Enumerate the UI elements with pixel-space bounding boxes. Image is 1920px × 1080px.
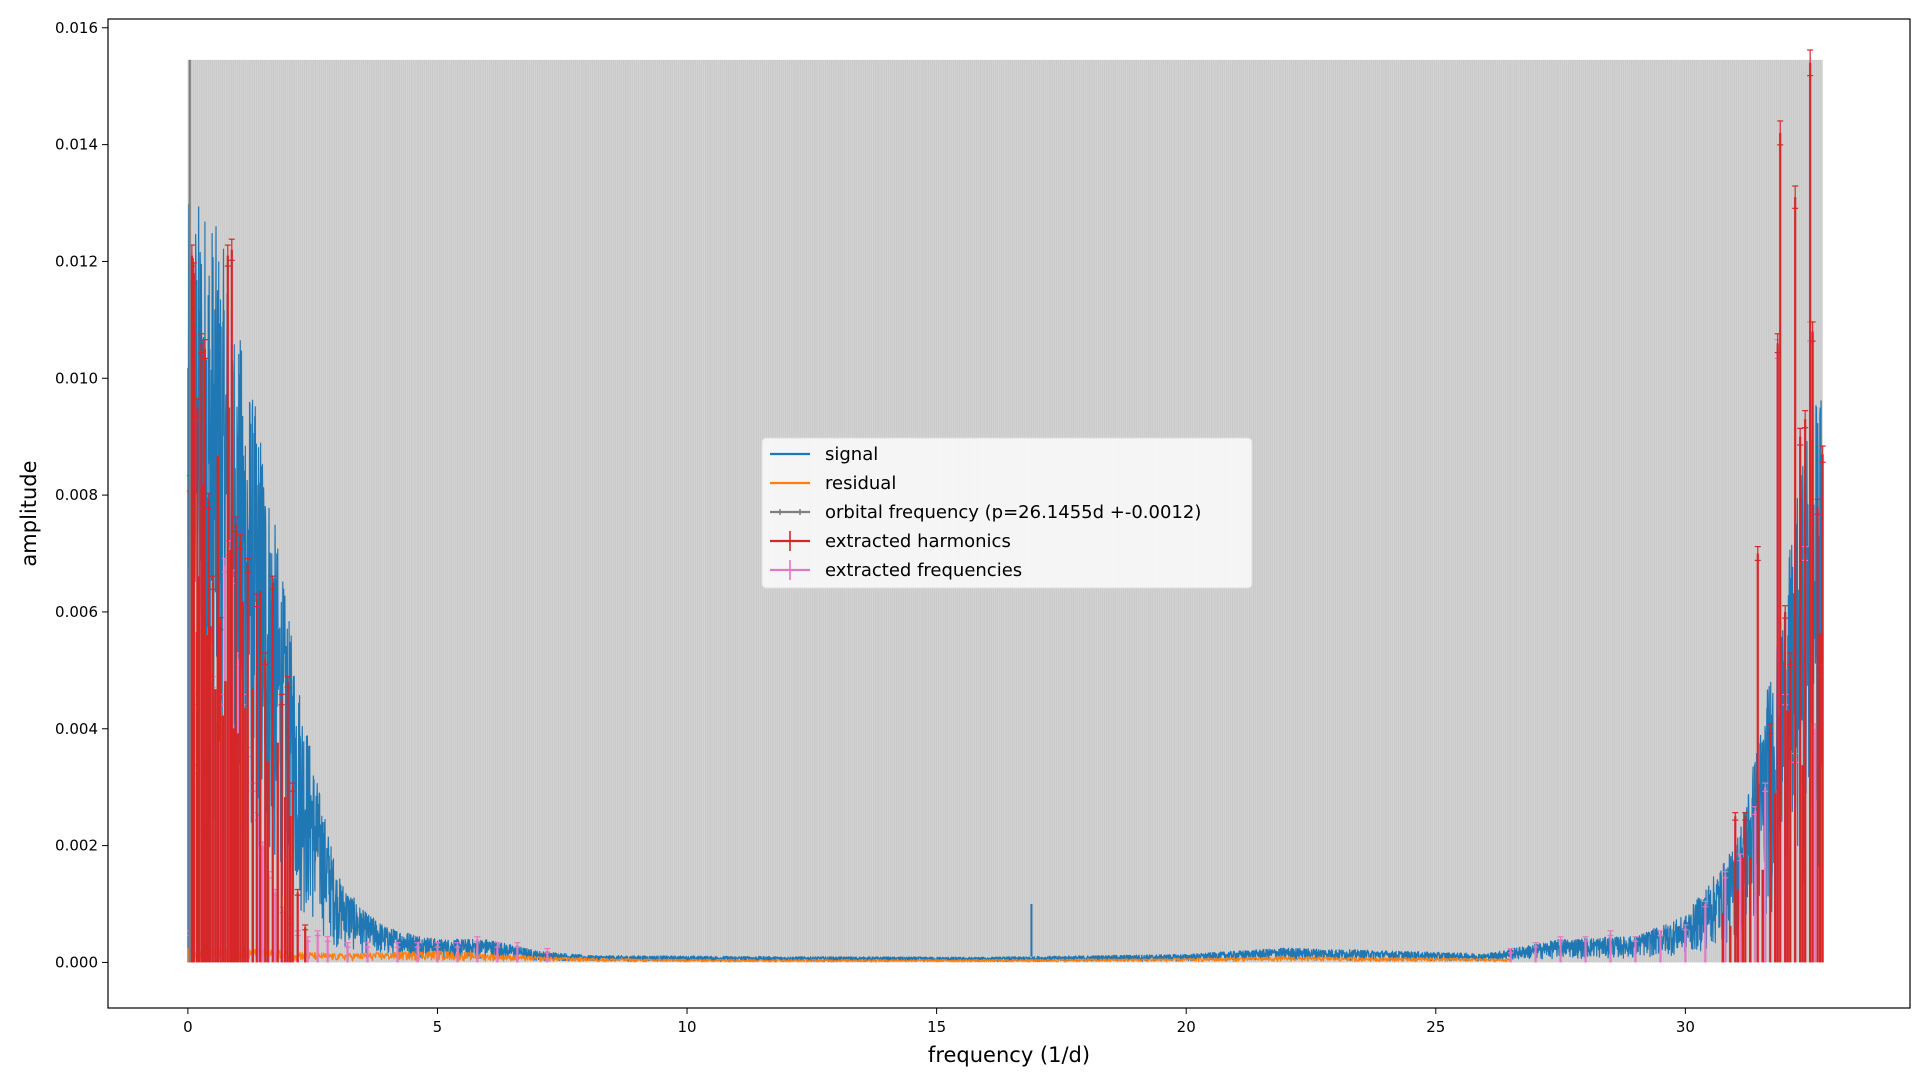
- signal-series: [187, 203, 1824, 963]
- legend-entry-residual: residual: [825, 473, 896, 494]
- x-tick-label: 0: [183, 1018, 193, 1036]
- frequency-mark-41: [1632, 936, 1639, 963]
- harmonic-mark-12: [237, 534, 244, 963]
- harmonic-mark-20: [294, 888, 301, 963]
- legend-entry-extracted-harmonics: extracted harmonics: [825, 531, 1011, 552]
- frequency-mark-24: [314, 930, 321, 963]
- harmonic-mark-10: [228, 238, 235, 963]
- harmonic-mark-22: [1732, 812, 1739, 963]
- harmonic-mark-31: [1797, 427, 1804, 963]
- legend-entry-extracted-frequencies: extracted frequencies: [825, 560, 1022, 581]
- harmonic-mark-15: [262, 652, 269, 963]
- y-tick-label: 0.006: [55, 603, 98, 621]
- frequency-mark-25: [324, 936, 331, 963]
- harmonic-mark-30: [1792, 185, 1799, 963]
- x-tick-label: 10: [677, 1018, 696, 1036]
- y-tick-label: 0.010: [55, 369, 98, 387]
- x-tick-label: 5: [433, 1018, 443, 1036]
- y-tick-label: 0.000: [55, 953, 98, 971]
- harmonic-mark-8: [217, 616, 224, 963]
- harmonic-mark-13: [244, 557, 251, 963]
- harmonic-mark-16: [269, 575, 276, 963]
- harmonic-mark-35: [1814, 498, 1821, 963]
- frequency-mark-38: [1557, 936, 1564, 963]
- frequency-mark-40: [1607, 930, 1614, 963]
- frequency-mark-45: [1722, 871, 1729, 963]
- harmonic-mark-17: [278, 693, 285, 963]
- frequency-mark-48: [1762, 782, 1769, 963]
- frequency-mark-35: [544, 948, 551, 963]
- y-tick-label: 0.004: [55, 720, 98, 738]
- y-tick-label: 0.014: [55, 136, 98, 154]
- x-axis-label: frequency (1/d): [928, 1043, 1090, 1067]
- legend-entry-signal: signal: [825, 444, 878, 465]
- harmonic-mark-19: [289, 782, 296, 963]
- legend: signal residual orbital frequency (p=26.…: [761, 437, 1253, 589]
- frequency-mark-30: [434, 942, 441, 963]
- harmonic-mark-28: [1782, 605, 1789, 963]
- x-tick-label: 25: [1426, 1018, 1445, 1036]
- harmonic-mark-27: [1777, 120, 1784, 963]
- harmonic-mark-29: [1787, 652, 1794, 963]
- harmonic-mark-14: [253, 593, 260, 963]
- harmonic-mark-24: [1754, 546, 1761, 963]
- frequency-mark-29: [414, 942, 421, 963]
- frequency-mark-42: [1657, 930, 1664, 963]
- frequency-mark-32: [474, 936, 481, 963]
- frequency-mark-43: [1682, 924, 1689, 963]
- harmonic-mark-21: [302, 924, 309, 963]
- frequency-mark-31: [454, 942, 461, 963]
- harmonic-mark-2: [190, 262, 197, 963]
- harmonic-mark-23: [1742, 812, 1749, 963]
- harmonic-mark-36: [1819, 445, 1826, 963]
- harmonic-mark-18: [284, 676, 291, 963]
- y-axis-label: amplitude: [17, 460, 41, 566]
- harmonic-mark-25: [1767, 723, 1774, 963]
- residual-series: [187, 945, 1511, 963]
- legend-swatch-harmonics: [770, 531, 810, 551]
- x-axis-ticks: 0 5 10 15 20 25 30: [183, 1008, 1695, 1036]
- harmonic-mark-7: [209, 575, 216, 963]
- harmonic-mark-5: [201, 339, 208, 963]
- frequency-mark-36: [1507, 948, 1514, 963]
- frequency-mark-26: [344, 942, 351, 963]
- x-tick-label: 20: [1177, 1018, 1196, 1036]
- legend-swatch-orbital: [770, 509, 810, 515]
- harmonic-mark-6: [205, 492, 212, 963]
- frequency-mark-27: [364, 942, 371, 963]
- y-axis-ticks: 0.000 0.002 0.004 0.006 0.008 0.010 0.012 0.014…: [55, 19, 108, 971]
- y-tick-label: 0.002: [55, 837, 98, 855]
- legend-entry-orbital-frequency: orbital frequency (p=26.1455d +-0.0012): [825, 502, 1201, 523]
- plot-frame: [107, 18, 1911, 1009]
- extracted-harmonics-series: [186, 49, 1826, 963]
- y-tick-label: 0.008: [55, 486, 98, 504]
- signal-line: [187, 203, 1824, 963]
- frequency-mark-34: [514, 942, 521, 963]
- frequency-mark-28: [394, 942, 401, 963]
- frequency-mark-37: [1532, 942, 1539, 963]
- frequency-mark-33: [494, 942, 501, 963]
- legend-swatch-frequencies: [770, 560, 810, 580]
- harmonic-mark-32: [1802, 410, 1809, 963]
- harmonic-mark-4: [198, 333, 205, 963]
- y-tick-label: 0.016: [55, 19, 98, 37]
- harmonic-mark-9: [224, 244, 231, 963]
- frequency-mark-39: [1582, 936, 1589, 963]
- legend-box: [761, 437, 1253, 589]
- residual-line: [187, 945, 1511, 963]
- x-tick-label: 30: [1676, 1018, 1695, 1036]
- harmonic-mark-11: [232, 516, 239, 963]
- x-tick-label: 15: [927, 1018, 946, 1036]
- harmonic-mark-33: [1807, 49, 1814, 963]
- harmonic-mark-3: [194, 398, 201, 963]
- harmonic-mark-34: [1809, 321, 1816, 963]
- y-tick-label: 0.012: [55, 252, 98, 270]
- frequency-mark-44: [1702, 900, 1709, 963]
